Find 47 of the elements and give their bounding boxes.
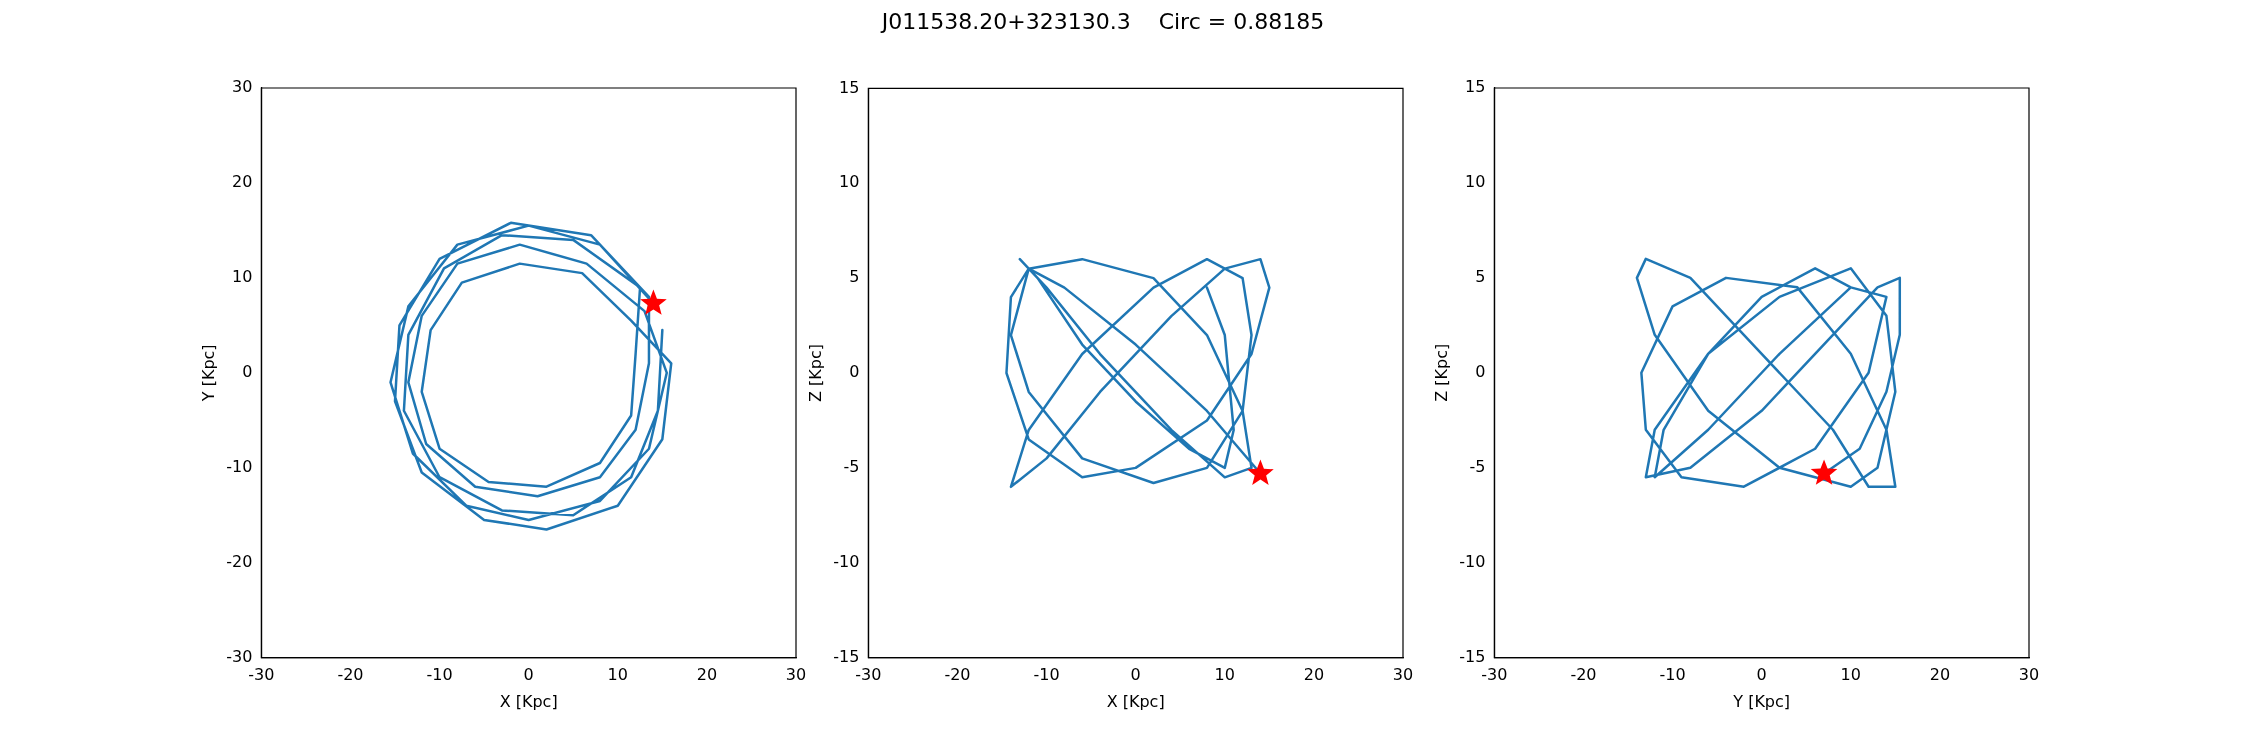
x-tick-label: 30 <box>1392 665 1414 685</box>
y-axis-title: Z [Kpc] <box>805 344 825 402</box>
y-tick-label: 30 <box>231 77 253 97</box>
y-tick-label: -15 <box>1459 646 1486 666</box>
x-axis-title: Y [Kpc] <box>1732 691 1791 711</box>
x-tick-label: -20 <box>944 665 971 685</box>
x-axis-title: X [Kpc] <box>1106 691 1165 711</box>
y-tick-label: 10 <box>231 267 253 287</box>
x-tick-label: 0 <box>523 665 534 685</box>
y-tick-label: -5 <box>1469 456 1486 476</box>
x-tick-label: 0 <box>1756 665 1767 685</box>
x-tick-label: -20 <box>337 665 364 685</box>
y-tick-label: -20 <box>226 551 253 571</box>
x-tick-label: 30 <box>2018 665 2040 685</box>
y-tick-label: 5 <box>849 267 860 287</box>
y-tick-label: -30 <box>226 646 253 666</box>
x-tick-label: 20 <box>1929 665 1951 685</box>
y-tick-label: 5 <box>1475 267 1486 287</box>
x-tick-label: 30 <box>785 665 807 685</box>
y-tick-label: 10 <box>838 172 860 192</box>
y-tick-label: 0 <box>849 362 860 382</box>
x-tick-label: 20 <box>696 665 718 685</box>
x-tick-label: 0 <box>1130 665 1141 685</box>
chart-title: J011538.20+323130.3 Circ = 0.88185 <box>879 8 1325 34</box>
y-tick-label: 0 <box>242 361 253 381</box>
y-tick-label: 15 <box>838 77 860 97</box>
y-tick-label: 0 <box>1475 361 1486 381</box>
x-tick-label: -10 <box>1659 665 1686 685</box>
y-tick-label: -15 <box>833 646 860 666</box>
x-tick-label: -10 <box>426 665 453 685</box>
x-axis-title: X [Kpc] <box>499 691 558 711</box>
x-tick-label: 20 <box>1303 665 1325 685</box>
x-tick-label: 10 <box>1214 665 1235 685</box>
y-tick-label: -10 <box>833 551 860 571</box>
x-tick-label: -30 <box>248 665 275 685</box>
y-tick-label: 20 <box>231 172 253 192</box>
y-tick-label: -5 <box>843 457 860 477</box>
y-axis-title: Y [Kpc] <box>198 344 218 403</box>
y-tick-label: -10 <box>1459 551 1486 571</box>
x-tick-label: -20 <box>1570 665 1597 685</box>
x-tick-label: 10 <box>1840 665 1861 685</box>
x-tick-label: 10 <box>607 665 628 685</box>
y-axis-title: Z [Kpc] <box>1431 343 1451 402</box>
x-tick-label: -10 <box>1033 665 1060 685</box>
y-tick-label: -10 <box>226 456 253 476</box>
y-tick-label: 15 <box>1464 77 1486 97</box>
y-tick-label: 10 <box>1464 172 1486 192</box>
